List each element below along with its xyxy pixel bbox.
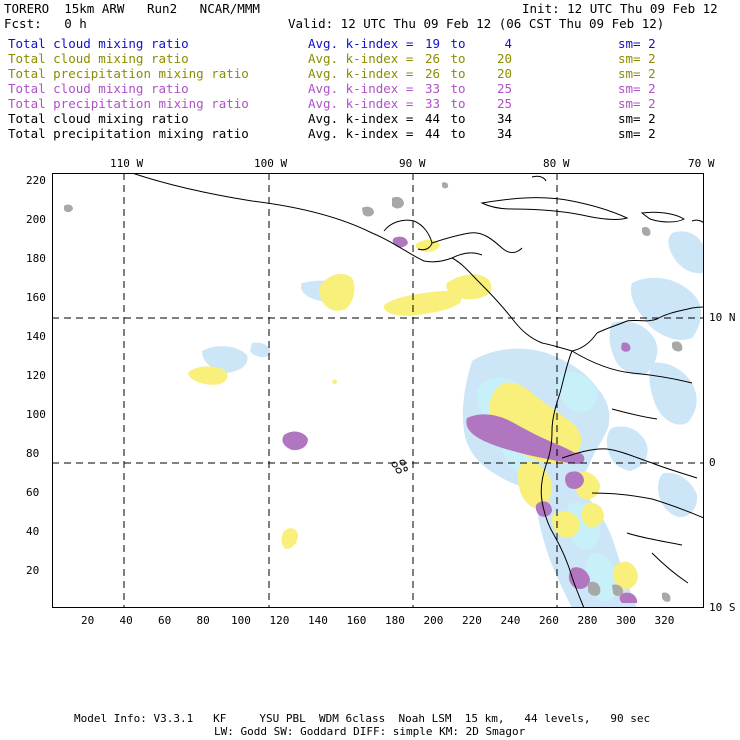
legend-row: Total cloud mixing ratio Avg. k-index = 26… [8,51,656,66]
y-tick-label: 220 [26,174,46,187]
lat-label-10s: 10 S [709,601,736,614]
legend-k-to: 25 [496,81,512,96]
x-tick-label: 240 [500,614,521,627]
legend-k-to-word: to [450,51,466,66]
legend-k-label: Avg. k-index = [308,51,414,66]
legend-k-to-word: to [450,111,466,126]
lat-label-10n: 10 N [709,311,736,324]
legend-k-to-word: to [450,36,466,51]
y-tick-label: 20 [26,564,40,577]
legend-k-from: 26 [424,51,440,66]
legend-k-to: 4 [504,36,512,51]
legend-k-from: 19 [424,36,440,51]
lon-label-100w: 100 W [254,157,288,170]
x-tick-label: 100 [231,614,251,627]
x-tick-label: 160 [346,614,367,627]
legend-k-to: 25 [496,96,512,111]
x-tick-label: 80 [196,614,210,627]
y-tick-label: 100 [26,408,46,421]
legend-smoothing: sm= 2 [618,51,656,66]
legend-k-to: 20 [496,51,512,66]
y-tick-label: 180 [26,252,46,265]
field-gray [64,182,683,602]
legend-smoothing: sm= 2 [618,96,656,111]
x-tick-label: 200 [423,614,444,627]
legend-row: Total precipitation mixing ratio Avg. k-i… [8,96,656,111]
x-tick-label: 180 [385,614,405,627]
legend-field-name: Total cloud mixing ratio [8,36,189,51]
map-frame [52,173,704,608]
x-tick-label: 20 [81,614,95,627]
y-tick-label: 60 [26,486,40,499]
y-tick-label: 120 [26,369,46,382]
legend-smoothing: sm= 2 [618,81,656,96]
legend-k-from: 33 [424,96,440,111]
legend-k-to-word: to [450,81,466,96]
lon-label-110w: 110 W [110,157,144,170]
model-title: TORERO 15km ARW Run2 NCAR/MMM [4,1,260,16]
legend-k-from: 26 [424,66,440,81]
weather-map [52,173,704,608]
legend-k-to-word: to [450,126,466,141]
legend-k-to-word: to [450,66,466,81]
y-tick-label: 160 [26,291,46,304]
legend-row: Total precipitation mixing ratio Avg. k-i… [8,126,656,141]
legend-row: Total cloud mixing ratio Avg. k-index = 19… [8,36,656,51]
legend-smoothing: sm= 2 [618,36,656,51]
legend-k-label: Avg. k-index = [308,36,414,51]
legend-smoothing: sm= 2 [618,126,656,141]
legend-row: Total cloud mixing ratio Avg. k-index = 44… [8,111,656,126]
x-tick-label: 220 [462,614,482,627]
x-tick-label: 60 [158,614,172,627]
x-tick-label: 40 [119,614,133,627]
legend-k-from: 44 [424,126,440,141]
legend-field-name: Total precipitation mixing ratio [8,126,249,141]
legend-k-to: 34 [496,111,512,126]
lat-label-0: 0 [709,456,716,469]
legend-field-name: Total cloud mixing ratio [8,81,189,96]
x-tick-label: 120 [269,614,290,627]
y-tick-label: 40 [26,525,40,538]
legend-k-to: 34 [496,126,512,141]
x-tick-label: 140 [308,614,328,627]
model-physics: LW: Godd SW: Goddard DIFF: simple KM: 2D… [214,725,526,738]
legend-row: Total precipitation mixing ratio Avg. k-i… [8,66,656,81]
x-tick-label: 300 [616,614,636,627]
x-tick-label: 320 [654,614,675,627]
y-tick-label: 80 [26,447,40,460]
legend-k-label: Avg. k-index = [308,126,414,141]
legend-k-from: 44 [424,111,440,126]
legend-k-to: 20 [496,66,512,81]
lon-label-70w: 70 W [688,157,715,170]
legend-field-name: Total cloud mixing ratio [8,51,189,66]
valid-time: Valid: 12 UTC Thu 09 Feb 12 (06 CST Thu … [288,16,665,31]
legend-field-name: Total cloud mixing ratio [8,111,189,126]
legend-row: Total cloud mixing ratio Avg. k-index = 33… [8,81,656,96]
y-tick-label: 200 [26,213,46,226]
legend-k-from: 33 [424,81,440,96]
legend-field-name: Total precipitation mixing ratio [8,66,249,81]
legend-field-name: Total precipitation mixing ratio [8,96,249,111]
legend-smoothing: sm= 2 [618,66,656,81]
legend-smoothing: sm= 2 [618,111,656,126]
legend-k-to-word: to [450,96,466,111]
x-tick-label: 260 [539,614,559,627]
y-tick-label: 140 [26,330,46,343]
init-time: Init: 12 UTC Thu 09 Feb 12 [522,1,718,16]
forecast-hour: Fcst: 0 h [4,16,87,31]
coastline [131,173,704,608]
legend-k-label: Avg. k-index = [308,111,414,126]
lon-label-90w: 90 W [399,157,426,170]
legend-k-label: Avg. k-index = [308,66,414,81]
lat-lon-grid [52,173,704,608]
lon-label-80w: 80 W [543,157,570,170]
field-purple [282,236,638,603]
legend-k-label: Avg. k-index = [308,96,414,111]
model-info: Model Info: V3.3.1 KF YSU PBL WDM 6class… [74,712,651,725]
x-tick-label: 280 [577,614,598,627]
legend-k-label: Avg. k-index = [308,81,414,96]
